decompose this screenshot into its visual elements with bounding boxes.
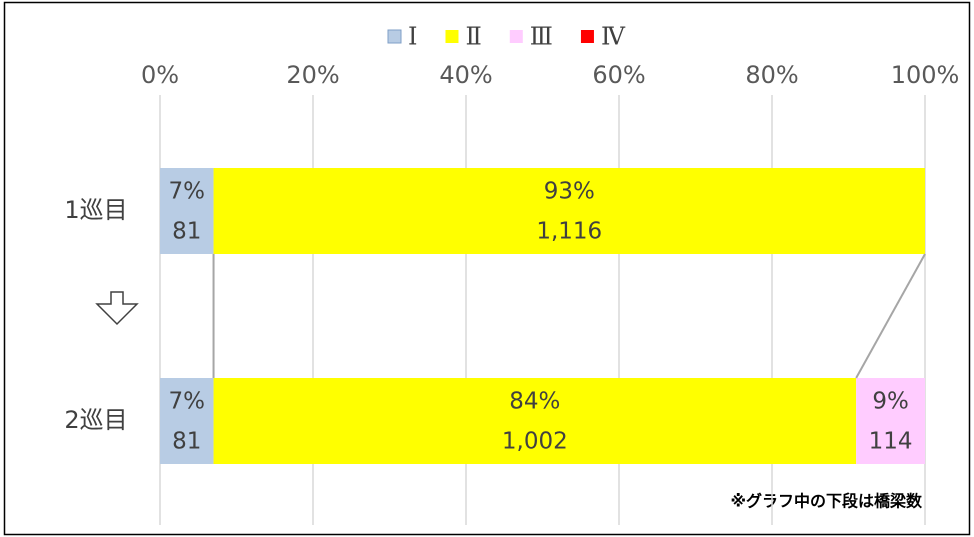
legend-swatch <box>580 30 594 43</box>
legend-label: Ⅳ <box>601 23 626 51</box>
value-label: 84% <box>509 389 560 415</box>
bar-segment <box>856 378 925 464</box>
legend-label: Ⅰ <box>408 23 417 51</box>
bar-segment <box>213 378 857 464</box>
legend-label: Ⅱ <box>465 23 481 51</box>
x-tick-label: 0% <box>141 61 179 89</box>
x-tick-label: 80% <box>745 61 798 89</box>
legend-swatch <box>387 29 402 44</box>
value-label: 9% <box>872 389 909 415</box>
count-label: 1,002 <box>502 429 568 455</box>
count-label: 114 <box>869 429 913 455</box>
value-label: 7% <box>169 389 206 415</box>
bar-segment <box>213 168 926 254</box>
x-tick-label: 20% <box>286 61 339 89</box>
value-label: 7% <box>169 179 206 205</box>
x-tick-label: 60% <box>592 61 645 89</box>
count-label: 81 <box>172 219 201 245</box>
series-line <box>855 253 926 379</box>
category-label: 1巡目 <box>64 196 127 224</box>
down-arrow <box>95 291 139 326</box>
category-label: 2巡目 <box>64 406 127 434</box>
value-label: 93% <box>544 179 595 205</box>
annotation: ※グラフ中の下段は橋梁数 <box>730 492 923 511</box>
count-label: 81 <box>172 429 201 455</box>
legend-swatch <box>445 30 459 43</box>
x-tick-label: 100% <box>891 61 960 89</box>
x-tick-label: 40% <box>439 61 492 89</box>
count-label: 1,116 <box>536 219 602 245</box>
bar-segment <box>160 168 214 254</box>
legend-label: Ⅲ <box>530 23 553 51</box>
bar-segment <box>160 378 214 464</box>
legend-swatch <box>509 30 523 43</box>
